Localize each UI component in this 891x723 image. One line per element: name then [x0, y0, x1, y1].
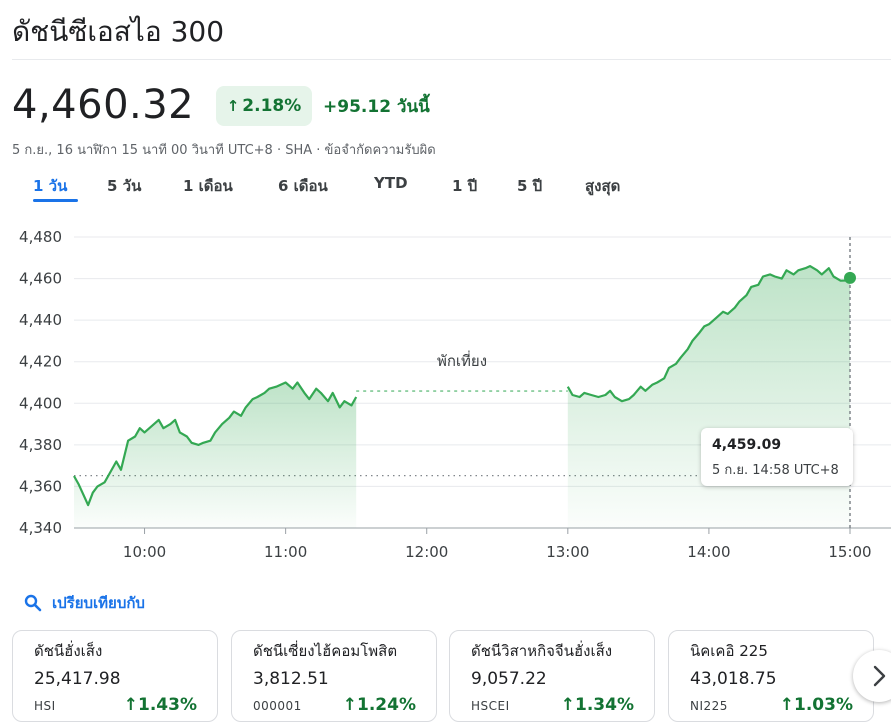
card-symbol: HSI	[34, 699, 56, 713]
tab-6-month[interactable]: 6 เดือน	[278, 177, 328, 195]
card-price: 25,417.98	[34, 669, 121, 689]
next-arrow-button[interactable]	[853, 650, 891, 702]
x-tick-label: 12:00	[405, 543, 448, 561]
x-tick-label: 14:00	[687, 543, 730, 561]
compare-button[interactable]: เปรียบเทียบกับ	[24, 591, 145, 615]
card-change: ↑1.03%	[780, 695, 853, 715]
change-percent-badge: ↑ 2.18%	[216, 86, 312, 126]
card-name: ดัชนีวิสาหกิจจีนฮั่งเส็ง	[471, 642, 613, 660]
y-tick-label: 4,460	[19, 270, 62, 288]
page-title: ดัชนีซีเอสไอ 300	[12, 15, 225, 48]
tab-5-year[interactable]: 5 ปี	[517, 177, 543, 195]
x-tick-label: 13:00	[546, 543, 589, 561]
chevron-right-icon	[873, 665, 886, 687]
compare-card-hsi[interactable]: ดัชนีฮั่งเส็ง 25,417.98 HSI ↑1.43%	[12, 630, 218, 722]
tab-ytd[interactable]: YTD	[374, 174, 408, 192]
tooltip-value: 4,459.09	[712, 437, 782, 453]
tab-1-month[interactable]: 1 เดือน	[183, 177, 233, 195]
card-change-value: 1.43%	[138, 695, 197, 715]
y-tick-label: 4,480	[19, 228, 62, 246]
tab-1-year[interactable]: 1 ปี	[452, 177, 478, 195]
arrow-up-icon: ↑	[342, 695, 358, 715]
compare-label: เปรียบเทียบกับ	[52, 594, 145, 612]
arrow-up-icon: ↑	[226, 97, 240, 115]
y-tick-label: 4,360	[19, 477, 62, 495]
quote-meta: 5 ก.ย., 16 นาฬิกา 15 นาที 00 วินาที UTC+…	[12, 143, 436, 158]
card-change: ↑1.43%	[124, 695, 197, 715]
y-tick-label: 4,380	[19, 436, 62, 454]
price-chart[interactable]: 4,480 4,460 4,440 4,420 4,400 4,380 4,360 4,340…	[0, 220, 891, 565]
card-change: ↑1.34%	[561, 695, 634, 715]
current-point-marker	[844, 271, 856, 284]
x-tick-label: 10:00	[123, 543, 166, 561]
card-price: 43,018.75	[690, 669, 777, 689]
card-change: ↑1.24%	[343, 695, 416, 715]
morning-series-line	[73, 381, 358, 507]
y-tick-label: 4,400	[19, 394, 62, 412]
card-name: ดัชนีฮั่งเส็ง	[34, 642, 103, 660]
card-symbol: NI225	[690, 699, 728, 713]
afternoon-series-line	[566, 265, 851, 403]
card-change-value: 1.24%	[357, 695, 416, 715]
card-price: 3,812.51	[253, 669, 329, 689]
change-percent: 2.18%	[242, 96, 302, 116]
y-tick-label: 4,420	[19, 353, 62, 371]
chart-tooltip: 4,459.09 5 ก.ย. 14:58 UTC+8	[701, 428, 853, 486]
morning-series-area	[74, 382, 357, 528]
arrow-up-icon: ↑	[123, 695, 139, 715]
afternoon-series-area	[567, 266, 850, 528]
card-symbol: 000001	[253, 699, 302, 713]
y-tick-label: 4,440	[19, 311, 62, 329]
change-absolute: +95.12 วันนี้	[323, 97, 430, 117]
search-icon	[24, 594, 42, 612]
tab-1-day[interactable]: 1 วัน	[33, 177, 68, 195]
y-tick-label: 4,340	[19, 519, 62, 537]
current-price: 4,460.32	[12, 82, 195, 128]
card-change-value: 1.34%	[575, 695, 634, 715]
lunch-break-label: พักเที่ยง	[437, 350, 487, 370]
arrow-up-icon: ↑	[560, 695, 576, 715]
card-symbol: HSCEI	[471, 699, 510, 713]
compare-card-hscei[interactable]: ดัชนีวิสาหกิจจีนฮั่งเส็ง 9,057.22 HSCEI …	[449, 630, 655, 722]
tab-5-day[interactable]: 5 วัน	[107, 177, 142, 195]
tooltip-time: 5 ก.ย. 14:58 UTC+8	[712, 463, 839, 478]
tab-max[interactable]: สูงสุด	[585, 177, 621, 195]
card-name: ดัชนีเซี่ยงไฮ้คอมโพสิต	[253, 642, 398, 660]
x-tick-label: 15:00	[828, 543, 871, 561]
compare-card-nikkei[interactable]: นิคเคอิ 225 43,018.75 NI225 ↑1.03%	[668, 630, 874, 722]
arrow-up-icon: ↑	[779, 695, 795, 715]
card-change-value: 1.03%	[794, 695, 853, 715]
active-tab-indicator	[33, 199, 78, 202]
compare-card-shanghai[interactable]: ดัชนีเซี่ยงไฮ้คอมโพสิต 3,812.51 000001 ↑…	[231, 630, 437, 722]
card-name: นิคเคอิ 225	[690, 642, 768, 660]
x-tick-label: 11:00	[264, 543, 307, 561]
header-divider	[12, 59, 891, 60]
card-price: 9,057.22	[471, 669, 547, 689]
